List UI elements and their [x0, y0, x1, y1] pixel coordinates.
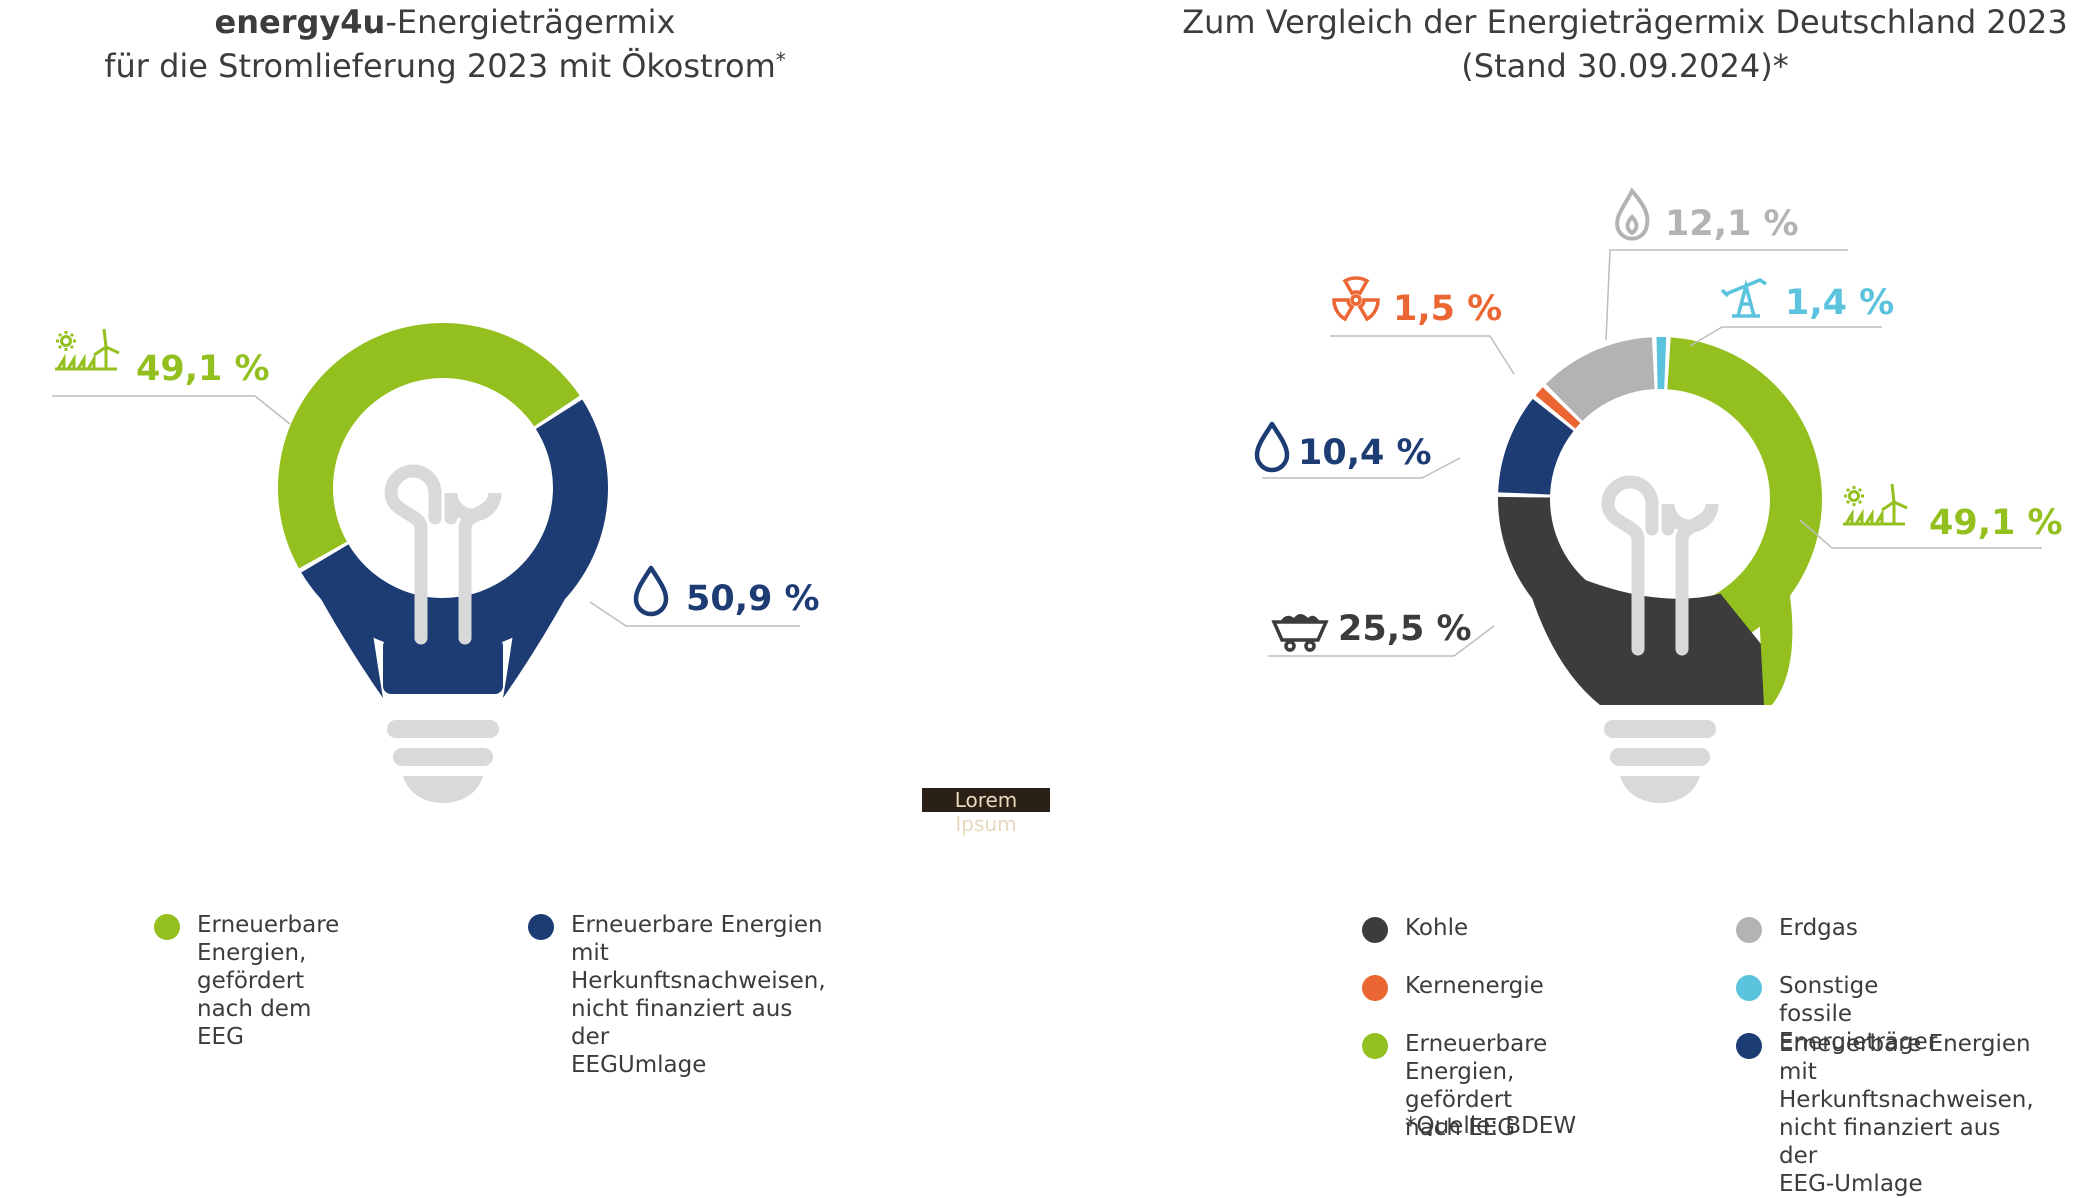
legend-swatch [154, 914, 180, 940]
water-drop-icon [633, 565, 669, 617]
leader-line [1605, 249, 1848, 341]
chart-slice-right-2 [1498, 398, 1574, 495]
legend-swatch [1362, 917, 1388, 943]
leader-line [1689, 326, 1882, 347]
chart-title-right: Zum Vergleich der Energieträgermix Deuts… [1150, 0, 2100, 88]
filament-icon [384, 464, 502, 645]
legend-swatch [1736, 917, 1762, 943]
legend-swatch [528, 914, 554, 940]
bulb-base-icon [1604, 720, 1716, 803]
value-label-right-erdgas: 12,1 % [1665, 204, 1799, 244]
chart-slice-right-5 [1656, 337, 1667, 390]
bulb-base-icon [387, 720, 499, 803]
leader-line [1262, 457, 1461, 479]
legend-swatch [1736, 975, 1762, 1001]
legend-label: Kohle [1405, 915, 1469, 941]
filament-icon [1601, 475, 1719, 656]
placeholder-label: Lorem Ipsum [922, 788, 1050, 836]
chart-title-left: energy4u-Energieträgermix für die Stroml… [50, 0, 840, 88]
chart-slice-right-4 [1545, 337, 1655, 421]
legend-label: Erneuerbare Energien, gefördert nach dem… [197, 912, 340, 1050]
value-label-right-hkn: 10,4 % [1298, 433, 1432, 473]
radiation-icon [1332, 276, 1380, 322]
legend-label: Erneuerbare Energien, gefördert nach EEG [1405, 1031, 1548, 1141]
chart-slice-right-0 [1661, 337, 1822, 661]
value-label-left-renewable: 49,1 % [136, 349, 270, 389]
legend-label: Erneuerbare Energien mit Herkunftsnachwe… [571, 912, 826, 1078]
title-left-line1: -Energieträgermix [385, 3, 676, 41]
coal-cart-icon [1271, 614, 1329, 652]
title-left-line2: für die Stromlieferung 2023 mit Ökostrom [104, 47, 776, 85]
brand-name: energy4u [214, 3, 386, 41]
legend-swatch [1362, 1033, 1388, 1059]
title-right-line2: (Stand 30.09.2024)* [1461, 47, 1789, 85]
leader-line [1268, 625, 1495, 657]
value-label-right-sonstige: 1,4 % [1785, 283, 1894, 323]
oil-derrick-icon [1720, 278, 1767, 318]
water-drop-icon [1254, 421, 1290, 473]
leader-line [52, 395, 291, 425]
charts-canvas: 49,1 % 50,9 % 49,1 % 25,5 % 10,4 % 1,5 % 12,1 … [52, 187, 2063, 803]
bulb-neck-right [1737, 578, 1793, 705]
source-note: *Quelle: BDEW [1405, 1113, 1577, 1139]
renewable-icon [1843, 483, 1908, 526]
value-label-right-kern: 1,5 % [1393, 289, 1502, 329]
renewable-icon [55, 328, 120, 371]
value-label-left-hkn: 50,9 % [686, 579, 820, 619]
bulb-neck-bottom [383, 638, 503, 694]
bulb-neck [314, 567, 572, 698]
leader-line [1330, 335, 1515, 375]
legend-label: Erdgas [1779, 915, 1858, 941]
legend-label: Erneuerbare Energien mit Herkunftsnachwe… [1779, 1031, 2034, 1197]
title-right-line1: Zum Vergleich der Energieträgermix Deuts… [1182, 3, 2068, 41]
leader-line [1799, 519, 2042, 549]
legend-swatch [1736, 1033, 1762, 1059]
bulb-chart-right [1498, 337, 1822, 803]
bulb-chart-left [278, 323, 608, 803]
bulb-neck-left [1530, 578, 1765, 705]
value-labels: 49,1 % 50,9 % 49,1 % 25,5 % 10,4 % 1,5 % 12,1 … [52, 187, 2063, 657]
title-left-footnote-mark: * [775, 48, 786, 72]
leader-line [589, 601, 800, 627]
value-label-right-kohle: 25,5 % [1338, 609, 1472, 649]
gas-flame-icon [1615, 187, 1650, 241]
legend-label: Sonstige fossile Energieträger [1779, 973, 1938, 1055]
chart-slice-left-0 [278, 323, 580, 569]
value-label-right-renewable: 49,1 % [1929, 503, 2063, 543]
legend-swatch [1362, 975, 1388, 1001]
chart-slice-right-3 [1535, 387, 1581, 429]
legend-label: Kernenergie [1405, 973, 1544, 999]
